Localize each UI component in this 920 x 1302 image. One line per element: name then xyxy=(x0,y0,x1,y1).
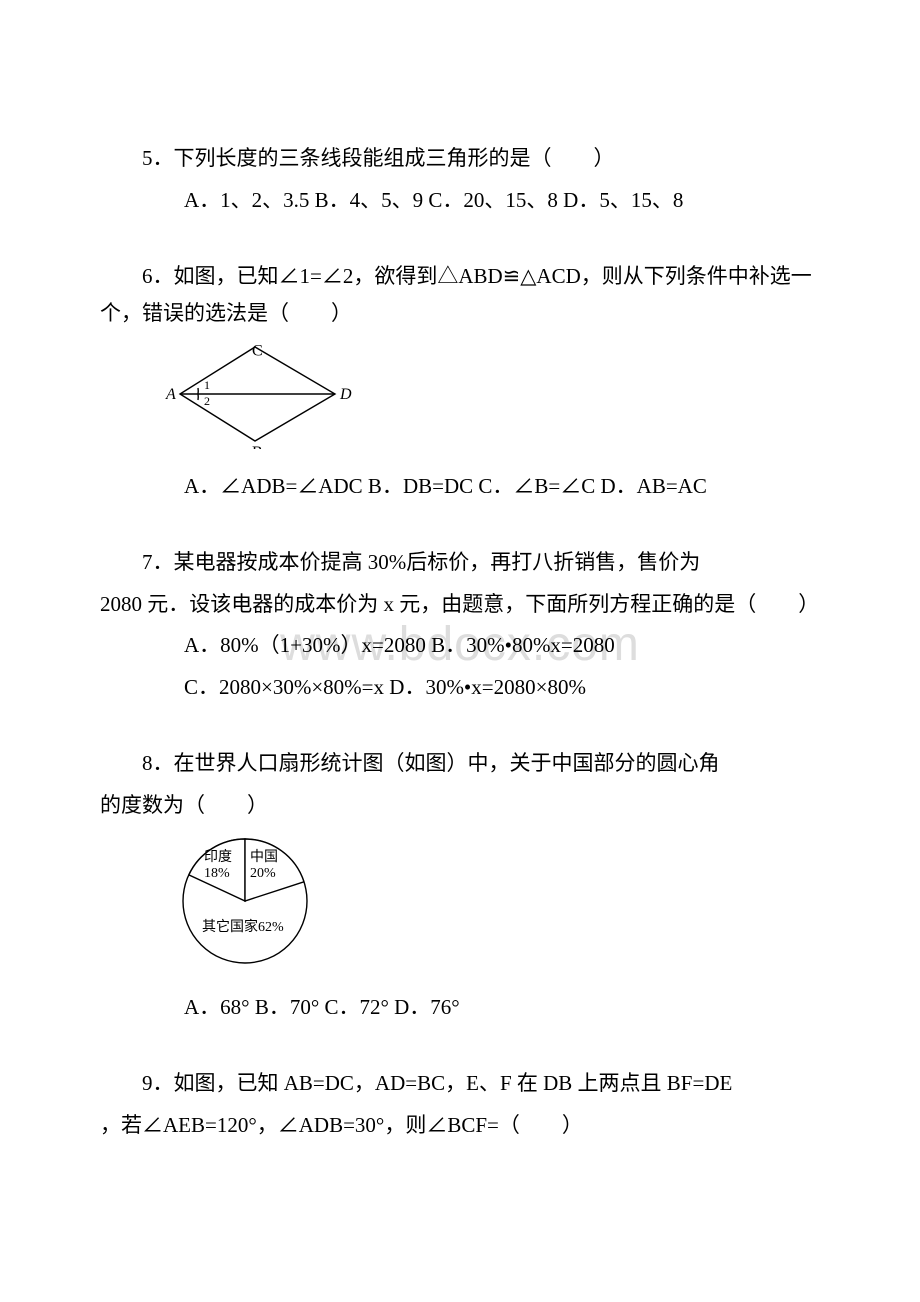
q8-india-label2: 18% xyxy=(204,866,230,881)
q5-options: A．1、2、3.5 B．4、5、9 C．20、15、8 D．5、15、8 xyxy=(100,182,820,220)
q6-label-B: B xyxy=(252,444,263,449)
q9-text-line1: 9．如图，已知 AB=DC，AD=BC，E、F 在 DB 上两点且 BF=DE xyxy=(100,1065,820,1103)
q8-china-label1: 中国 xyxy=(250,849,278,865)
q7-options-line2: C．2080×30%×80%=x D．30%•x=2080×80% xyxy=(100,669,820,707)
q9-text-line2: ，若∠AEB=120°，∠ADB=30°，则∠BCF=（ ） xyxy=(100,1107,820,1145)
q6-label-C: C xyxy=(252,343,263,360)
q8-text-line1: 8．在世界人口扇形统计图（如图）中，关于中国部分的圆心角 xyxy=(100,745,820,783)
q8-other-label: 其它国家62% xyxy=(202,918,284,935)
q6-options: A．∠ADB=∠ADC B．DB=DC C．∠B=∠C D．AB=AC xyxy=(100,468,820,506)
q8-china-label2: 20% xyxy=(250,866,276,881)
q8-options: A．68° B．70° C．72° D．76° xyxy=(100,989,820,1027)
question-7: 7．某电器按成本价提高 30%后标价，再打八折销售，售价为 2080 元．设该电… xyxy=(100,544,820,707)
q6-label-A: A xyxy=(165,386,176,403)
q6-text: 6．如图，已知∠1=∠2，欲得到△ABD≌△ACD，则从下列条件中补选一个，错误… xyxy=(100,258,820,334)
q6-figure: A B C D 1 2 xyxy=(160,339,820,462)
q7-options-line1: A．80%（1+30%）x=2080 B．30%•80%x=2080 xyxy=(100,627,820,665)
q6-angle-2: 2 xyxy=(204,394,210,408)
q7-text-line1: 7．某电器按成本价提高 30%后标价，再打八折销售，售价为 xyxy=(100,544,820,582)
q8-india-label1: 印度 xyxy=(204,849,232,865)
question-5: 5．下列长度的三条线段能组成三角形的是（ ） A．1、2、3.5 B．4、5、9… xyxy=(100,140,820,220)
q6-angle-1: 1 xyxy=(204,378,210,392)
page-content: 5．下列长度的三条线段能组成三角形的是（ ） A．1、2、3.5 B．4、5、9… xyxy=(100,140,820,1145)
q8-figure: 印度 18% 中国 20% 其它国家62% xyxy=(160,831,820,984)
q6-label-D: D xyxy=(339,386,352,403)
q8-text-line2: 的度数为（ ） xyxy=(100,787,820,825)
q5-text: 5．下列长度的三条线段能组成三角形的是（ ） xyxy=(100,140,820,178)
question-9: 9．如图，已知 AB=DC，AD=BC，E、F 在 DB 上两点且 BF=DE … xyxy=(100,1065,820,1145)
question-6: 6．如图，已知∠1=∠2，欲得到△ABD≌△ACD，则从下列条件中补选一个，错误… xyxy=(100,258,820,506)
q7-text-line2: 2080 元．设该电器的成本价为 x 元，由题意，下面所列方程正确的是（ ） xyxy=(100,586,820,624)
question-8: 8．在世界人口扇形统计图（如图）中，关于中国部分的圆心角 的度数为（ ） 印度 … xyxy=(100,745,820,1027)
